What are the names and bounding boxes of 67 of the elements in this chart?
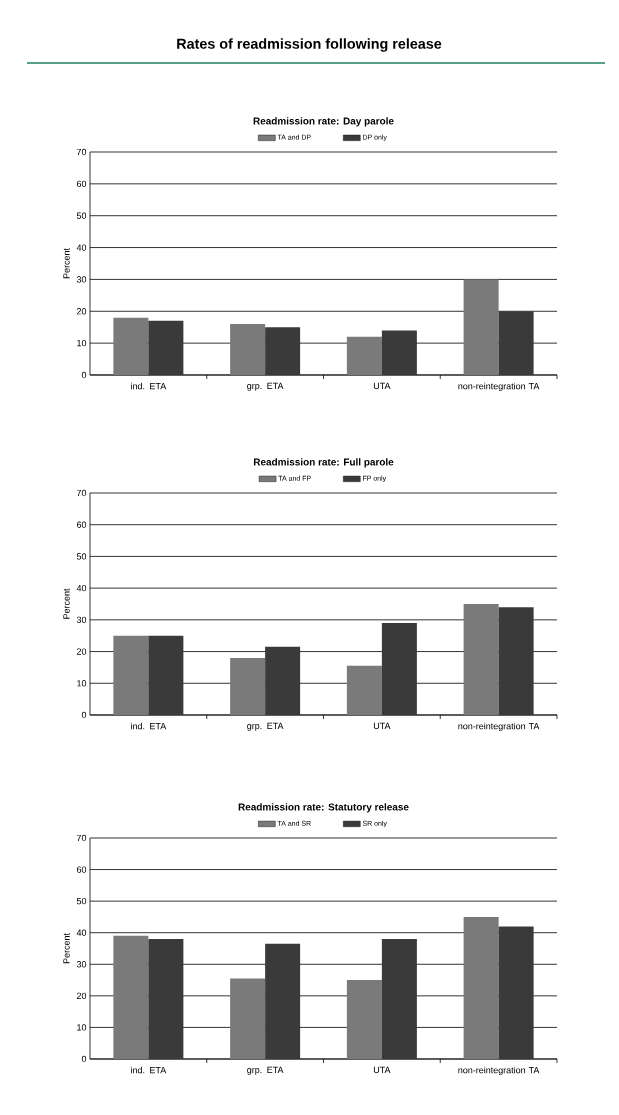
y-axis-title: Percent bbox=[63, 248, 70, 279]
bar bbox=[265, 943, 301, 1059]
bar bbox=[346, 665, 382, 715]
bar bbox=[113, 317, 149, 375]
y-tick-label: 0 bbox=[81, 1055, 87, 1063]
y-tick-label: 10 bbox=[77, 339, 87, 347]
x-tick-label: grp. ETA bbox=[247, 382, 284, 391]
y-tick-label: 10 bbox=[77, 1024, 87, 1031]
y-tick-label: 40 bbox=[76, 244, 87, 251]
bar bbox=[148, 635, 184, 715]
bar bbox=[230, 324, 266, 375]
y-tick-label: 50 bbox=[76, 212, 87, 219]
x-tick-label: UTA bbox=[373, 382, 391, 390]
chart-subtitle: Readmission rate: Day parole bbox=[253, 117, 394, 127]
bar bbox=[346, 980, 382, 1059]
y-tick-label: 0 bbox=[81, 711, 87, 719]
bar bbox=[148, 320, 184, 375]
y-tick-label: 10 bbox=[77, 680, 87, 687]
bar bbox=[113, 935, 149, 1059]
bar bbox=[113, 635, 149, 715]
bar bbox=[498, 311, 534, 375]
bar bbox=[148, 939, 184, 1059]
x-tick-label: non-reintegration TA bbox=[458, 1066, 540, 1076]
y-tick-label: 30 bbox=[76, 616, 87, 624]
bar bbox=[230, 657, 266, 715]
y-tick-label: 70 bbox=[76, 148, 87, 156]
y-tick-label: 30 bbox=[76, 961, 87, 968]
y-tick-label: 30 bbox=[76, 276, 87, 283]
chart-title: Readmission rate: Full parole bbox=[253, 458, 394, 468]
bar bbox=[265, 327, 301, 375]
y-tick-label: 50 bbox=[76, 553, 87, 560]
bar bbox=[381, 623, 417, 715]
y-tick-label: 40 bbox=[76, 584, 87, 592]
x-tick-label: grp. ETA bbox=[247, 722, 284, 731]
x-tick-label: UTA bbox=[373, 722, 391, 730]
chart-title: Rates of readmission following release bbox=[177, 38, 442, 52]
chart-title: Readmission rate: Statutory release bbox=[238, 803, 409, 813]
bar bbox=[265, 646, 301, 715]
y-tick-label: 70 bbox=[76, 834, 87, 842]
y-tick-label: 60 bbox=[76, 866, 87, 873]
y-tick-label: 60 bbox=[76, 180, 87, 188]
bar bbox=[381, 939, 417, 1059]
bar bbox=[498, 607, 534, 715]
bar bbox=[463, 916, 499, 1059]
y-tick-label: 60 bbox=[76, 521, 87, 528]
y-tick-label: 70 bbox=[76, 489, 87, 497]
x-tick-label: ind. ETA bbox=[131, 1066, 167, 1074]
bar bbox=[230, 978, 266, 1059]
x-tick-label: non-reintegration TA bbox=[458, 382, 540, 392]
x-tick-label: non-reintegration TA bbox=[458, 722, 540, 732]
bar bbox=[346, 336, 382, 375]
bar bbox=[463, 603, 499, 715]
y-axis-title: Percent bbox=[63, 588, 70, 619]
x-tick-label: UTA bbox=[373, 1066, 391, 1074]
y-tick-label: 20 bbox=[76, 308, 87, 315]
y-tick-label: 20 bbox=[76, 648, 87, 655]
y-tick-label: 0 bbox=[81, 371, 87, 379]
bar bbox=[381, 330, 417, 375]
y-axis-title: Percent bbox=[63, 933, 70, 964]
y-tick-label: 20 bbox=[76, 992, 87, 1000]
y-tick-label: 40 bbox=[76, 929, 87, 936]
y-tick-label: 50 bbox=[76, 897, 87, 905]
x-tick-label: ind. ETA bbox=[131, 382, 167, 390]
x-tick-label: grp. ETA bbox=[247, 1066, 284, 1075]
bar bbox=[498, 926, 534, 1059]
bar bbox=[463, 279, 499, 375]
x-tick-label: ind. ETA bbox=[131, 722, 167, 730]
